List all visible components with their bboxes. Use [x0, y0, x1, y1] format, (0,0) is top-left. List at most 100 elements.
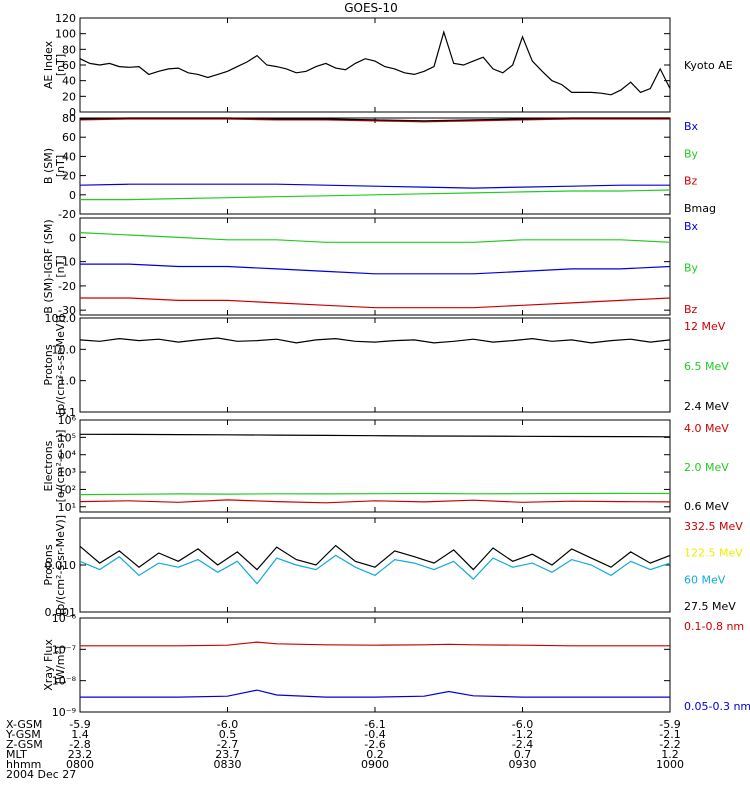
y-tick-label: -10 — [58, 256, 76, 269]
legend-label: 4.0 MeV — [684, 422, 729, 435]
panel-frame — [79, 317, 671, 413]
coord-value: 1.4 — [71, 728, 89, 741]
coord-row-label: MLT — [6, 748, 27, 761]
x-tick-label: 0900 — [361, 758, 389, 771]
y-axis-label: [e/(cm²-s-sr)] — [54, 430, 67, 503]
series-line — [79, 433, 671, 438]
y-tick-label: 80 — [62, 43, 76, 56]
series-line — [79, 554, 671, 585]
y-tick-label: 120 — [55, 12, 76, 25]
legend-label: 60 MeV — [684, 573, 726, 586]
coord-value: -6.0 — [512, 718, 533, 731]
series-line — [79, 183, 670, 189]
y-axis-label: Xray Flux — [42, 639, 55, 691]
y-axis-label: [W/m²] — [54, 646, 67, 684]
coord-row-label: X-GSM — [6, 718, 42, 731]
y-tick-label: 100 — [55, 28, 76, 41]
y-axis-label: Protons — [42, 344, 55, 385]
coord-value: 23.2 — [68, 748, 93, 761]
y-axis-label: AE Index — [42, 40, 55, 89]
y-tick-label: 40 — [62, 150, 76, 163]
panel-7: 10⁻⁹ 10⁻⁸ 10⁻⁷ 10⁻⁶ Xray Flux [W/m²] 0.1-0.8 n… — [42, 612, 750, 719]
y-tick-label: 10⁻⁷ — [52, 643, 76, 656]
y-axis-label: [p/(cm²-s-sr-MeV)] — [54, 515, 67, 615]
panel-frame — [79, 617, 671, 713]
series-line — [79, 499, 671, 504]
series-line — [79, 118, 670, 123]
legend-label: 332.5 MeV — [684, 520, 743, 533]
y-tick-label: 60 — [62, 59, 76, 72]
y-tick-label: 20 — [62, 170, 76, 183]
coord-value: 23.7 — [215, 748, 240, 761]
y-tick-label: 10⁻⁶ — [52, 612, 77, 625]
coord-row-label: Z-GSM — [6, 738, 43, 751]
legend-label: Bx — [684, 220, 699, 233]
series-line — [80, 641, 670, 647]
series-line — [80, 263, 671, 275]
y-tick-label: 0 — [69, 231, 76, 244]
coord-value: 0.7 — [514, 748, 532, 761]
coord-value: -6.0 — [217, 718, 238, 731]
y-tick-label: 60 — [62, 131, 76, 144]
y-tick-label: 100.0 — [45, 312, 77, 325]
series-line — [79, 232, 671, 243]
series-line — [79, 492, 671, 496]
y-tick-label: 10⁵ — [58, 431, 76, 444]
legend-label: 0.1-0.8 nm — [684, 620, 744, 633]
y-tick-label: -20 — [58, 280, 76, 293]
panel-frame — [79, 17, 671, 113]
coord-value: -2.7 — [217, 738, 238, 751]
coord-value: -2.8 — [69, 738, 90, 751]
coord-value: -0.4 — [364, 728, 385, 741]
y-axis-label: [nT] — [54, 155, 67, 177]
y-tick-label: 10³ — [58, 466, 76, 479]
y-tick-label: 0.1 — [59, 406, 77, 419]
y-tick-label: 0.001 — [45, 606, 77, 619]
legend-label: 122.5 MeV — [684, 547, 743, 560]
y-axis-label: B (SM)-IGRF (SM) — [42, 219, 55, 313]
y-axis-label: [nT] — [54, 54, 67, 76]
y-tick-label: -20 — [58, 208, 76, 221]
panel-frame — [79, 117, 671, 215]
coord-value: -1.2 — [512, 728, 533, 741]
x-tick-label: 1000 — [656, 758, 684, 771]
coord-value: -2.2 — [659, 738, 680, 751]
legend-label: 0.05-0.3 nm — [684, 700, 750, 713]
y-tick-label: 10² — [58, 483, 76, 496]
panel-3: -30 -20 -10 0 B (SM)-IGRF (SM) [nT] Bx By Bz — [42, 217, 699, 317]
y-tick-label: 40 — [62, 75, 76, 88]
y-tick-label: 10⁶ — [58, 414, 77, 427]
coord-value: -5.9 — [659, 718, 680, 731]
y-axis-label: B (SM) — [42, 148, 55, 184]
y-axis-label: Protons — [42, 544, 55, 585]
coord-value: -6.1 — [364, 718, 385, 731]
series-line — [79, 30, 671, 96]
legend-label: 27.5 MeV — [684, 600, 736, 613]
y-tick-label: 10⁻⁸ — [52, 675, 77, 688]
legend-label: Bz — [684, 303, 698, 316]
y-tick-label: 10⁻⁹ — [52, 706, 76, 719]
x-tick-label: 0830 — [214, 758, 242, 771]
legend-label: By — [684, 262, 699, 275]
legend-label: 2.0 MeV — [684, 461, 729, 474]
legend-label: Kyoto AE — [684, 59, 733, 72]
panel-frame — [79, 419, 671, 513]
legend-label: By — [684, 147, 699, 160]
coord-value: -5.9 — [69, 718, 90, 731]
coord-value: -2.6 — [364, 738, 385, 751]
coord-row-label: Y-GSM — [5, 728, 41, 741]
y-tick-label: 10⁴ — [58, 449, 77, 462]
legend-label: Bx — [684, 120, 699, 133]
x-axis-footer: X-GSM -5.9 -6.0 -6.1 -6.0 -5.9 Y-GSM 1.4 0.5 -0.4… — [5, 718, 684, 781]
panel-2: -20 0 20 40 60 80 B (SM) [nT] Bx By Bz Bmag — [42, 112, 716, 221]
panel-1: 0 20 40 60 80 100 120 AE Index [nT] Kyoto AE — [42, 12, 733, 119]
y-axis-label: [nT] — [54, 255, 67, 277]
legend-label: 2.4 MeV — [684, 400, 729, 413]
date-label: 2004 Dec 27 — [6, 768, 76, 781]
series-line — [79, 337, 671, 344]
series-line — [80, 297, 671, 309]
y-tick-label: 0.010 — [45, 559, 77, 572]
